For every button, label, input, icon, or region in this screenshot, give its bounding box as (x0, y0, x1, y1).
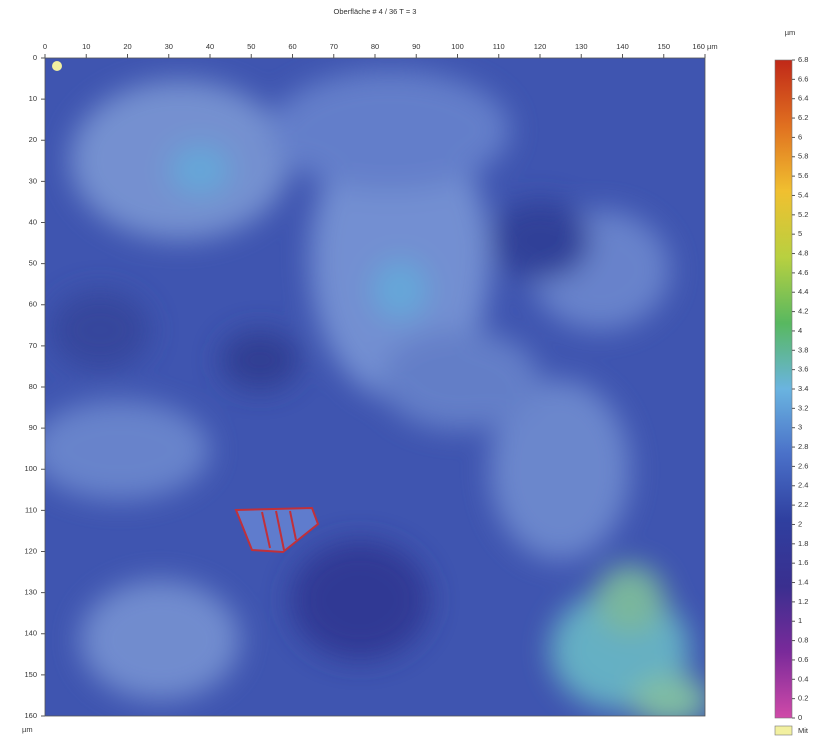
colorbar-tick-label: 4.6 (798, 268, 808, 277)
colorbar-tick-label: 0.2 (798, 694, 808, 703)
y-tick-label: 160 (24, 711, 37, 720)
x-tick-label: 140 (616, 42, 629, 51)
colorbar-tick-label: 5.4 (798, 190, 808, 199)
colorbar-tick-label: 6 (798, 132, 802, 141)
colorbar-tick-label: 2.4 (798, 481, 808, 490)
colorbar-tick-label: 1.6 (798, 558, 808, 567)
colorbar-tick-label: 2 (798, 519, 802, 528)
x-tick-label: 60 (288, 42, 296, 51)
colorbar-tick-label: 3.4 (798, 384, 808, 393)
x-tick-label: 120 (534, 42, 547, 51)
colorbar-tick-label: 4.8 (798, 249, 808, 258)
colorbar-tick-label: 1.8 (798, 539, 808, 548)
y-tick-label: 90 (29, 423, 37, 432)
colorbar-tick-label: 5 (798, 229, 802, 238)
x-tick-label: 70 (330, 42, 338, 51)
colorbar-tick-label: 4.2 (798, 307, 808, 316)
colorbar-tick-label: 5.8 (798, 152, 808, 161)
y-tick-label: 10 (29, 94, 37, 103)
x-tick-label: 0 (43, 42, 47, 51)
colorbar-tick-label: 0.4 (798, 674, 808, 683)
y-tick-label: 0 (33, 53, 37, 62)
y-tick-label: 80 (29, 382, 37, 391)
y-tick-label: 20 (29, 135, 37, 144)
colorbar-tick-label: 5.6 (798, 171, 808, 180)
colorbar-tick-label: 6.4 (798, 94, 808, 103)
x-tick-label: 110 (493, 42, 505, 51)
y-tick-label: 140 (24, 629, 37, 638)
y-tick-label: 60 (29, 300, 37, 309)
x-tick-label: 90 (412, 42, 420, 51)
colorbar-tick-label: 6.6 (798, 74, 808, 83)
colorbar-tick-label: 1 (798, 616, 802, 625)
colorbar-tick-label: 3.8 (798, 345, 808, 354)
x-tick-label: 100 (451, 42, 464, 51)
colorbar (775, 60, 792, 718)
y-tick-label: 50 (29, 259, 37, 268)
x-tick-label: 160 µm (692, 42, 717, 51)
x-tick-label: 20 (123, 42, 131, 51)
colorbar-tick-label: 6.8 (798, 55, 808, 64)
x-tick-label: 130 (575, 42, 588, 51)
y-tick-label: 30 (29, 176, 37, 185)
colorbar-tick-label: 2.8 (798, 442, 808, 451)
x-tick-label: 150 (657, 42, 670, 51)
colorbar-tick-label: 6.2 (798, 113, 808, 122)
colorbar-tick-label: 3.6 (798, 365, 808, 374)
y-tick-label: 40 (29, 217, 37, 226)
chart-title: Oberfläche # 4 / 36 T = 3 (334, 7, 417, 16)
y-tick-label: 150 (24, 670, 37, 679)
surface (30, 58, 710, 725)
x-tick-label: 50 (247, 42, 255, 51)
colorbar-tick-label: 3 (798, 423, 802, 432)
colorbar-tick-label: 0.6 (798, 655, 808, 664)
missing-swatch (775, 726, 792, 735)
x-tick-label: 10 (82, 42, 90, 51)
colorbar-tick-label: 0.8 (798, 636, 808, 645)
colorbar-tick-label: 2.6 (798, 461, 808, 470)
y-axis-label: µm (22, 725, 33, 734)
y-tick-label: 130 (24, 588, 37, 597)
y-tick-label: 70 (29, 341, 37, 350)
colorbar-tick-label: 0 (798, 713, 802, 722)
colorbar-tick-label: 1.4 (798, 578, 808, 587)
y-tick-label: 120 (24, 546, 37, 555)
y-tick-label: 110 (25, 505, 37, 514)
chart: Oberfläche # 4 / 36 T = 3 µm (0, 0, 820, 737)
colorbar-tick-label: 4.4 (798, 287, 808, 296)
x-tick-label: 40 (206, 42, 214, 51)
colorbar-tick-label: 2.2 (798, 500, 808, 509)
y-tick-label: 100 (24, 464, 37, 473)
colorbar-tick-label: 3.2 (798, 403, 808, 412)
colorbar-tick-label: 5.2 (798, 210, 808, 219)
x-tick-label: 80 (371, 42, 379, 51)
colorbar-tick-label: 1.2 (798, 597, 808, 606)
x-tick-label: 30 (165, 42, 173, 51)
colorbar-tick-label: 4 (798, 326, 802, 335)
colorbar-label: µm (785, 28, 796, 37)
missing-label: Mit (798, 726, 809, 735)
